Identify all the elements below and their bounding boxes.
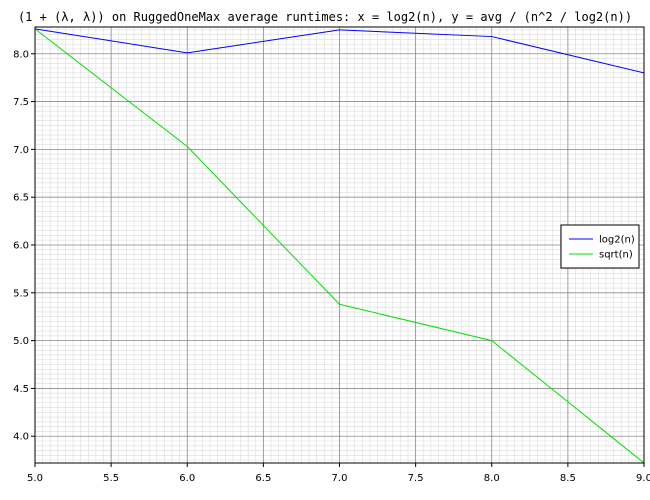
y-tick-label: 4.0 <box>13 432 29 443</box>
legend-label-1: sqrt(n) <box>599 250 633 261</box>
y-tick-label: 7.5 <box>13 97 29 108</box>
y-tick-label: 5.0 <box>13 336 29 347</box>
x-tick-label: 5.0 <box>27 473 43 484</box>
series-line-0 <box>34 28 645 74</box>
legend: log2(n) sqrt(n) <box>560 224 640 269</box>
y-tick-label: 6.5 <box>13 193 29 204</box>
x-tick-label: 6.0 <box>179 473 195 484</box>
y-tick-label: 5.5 <box>13 288 29 299</box>
x-tick-label: 7.0 <box>332 473 348 484</box>
chart-title: (1 + (λ, λ)) on RuggedOneMax average run… <box>18 10 632 24</box>
x-tick-label: 9.0 <box>636 473 650 484</box>
series-line-1 <box>34 28 645 464</box>
series-layer <box>34 28 645 464</box>
legend-box <box>560 224 640 269</box>
x-tick-label: 7.5 <box>408 473 424 484</box>
y-tick-label: 4.5 <box>13 384 29 395</box>
y-tick-label: 7.0 <box>13 145 29 156</box>
x-tick-label: 8.0 <box>484 473 500 484</box>
x-tick-label: 6.5 <box>255 473 271 484</box>
x-axis-ticks: 5.0 5.5 6.0 6.5 7.0 7.5 8.0 8.5 9.0 <box>27 463 650 484</box>
y-axis-ticks: 4.0 4.5 5.0 5.5 6.0 6.5 7.0 7.5 8.0 <box>13 49 35 443</box>
legend-label-0: log2(n) <box>599 235 635 246</box>
y-tick-label: 8.0 <box>13 49 29 60</box>
y-tick-label: 6.0 <box>13 241 29 252</box>
x-tick-label: 5.5 <box>103 473 119 484</box>
x-tick-label: 8.5 <box>560 473 576 484</box>
